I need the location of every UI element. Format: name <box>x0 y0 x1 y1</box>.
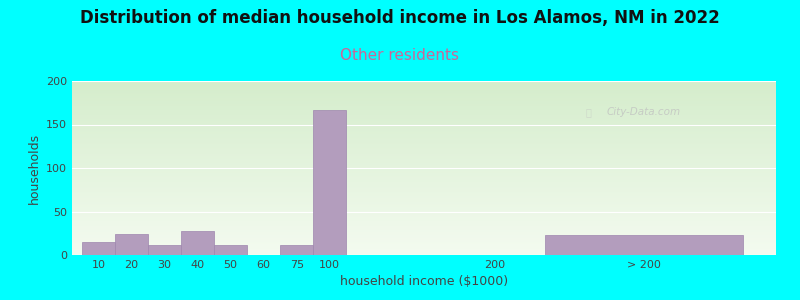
Bar <box>280 244 314 255</box>
Bar <box>314 110 346 255</box>
Bar <box>148 244 181 255</box>
Y-axis label: households: households <box>27 132 41 204</box>
Text: 🌐: 🌐 <box>586 107 592 117</box>
X-axis label: household income ($1000): household income ($1000) <box>340 275 508 288</box>
Text: City-Data.com: City-Data.com <box>607 107 681 117</box>
Bar <box>181 231 214 255</box>
Bar <box>214 244 247 255</box>
Bar <box>115 234 148 255</box>
Bar <box>545 235 743 255</box>
Text: Distribution of median household income in Los Alamos, NM in 2022: Distribution of median household income … <box>80 9 720 27</box>
Text: Other residents: Other residents <box>341 48 459 63</box>
Bar <box>82 242 115 255</box>
